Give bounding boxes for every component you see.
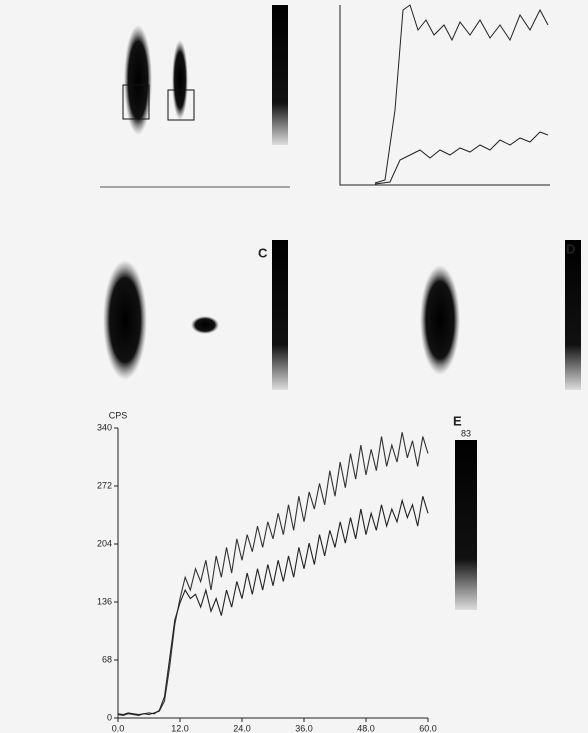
y-tick-label: 0 <box>107 712 112 722</box>
y-tick-label: 272 <box>97 480 112 490</box>
data-line <box>117 496 429 716</box>
panel-label: C <box>258 245 268 260</box>
y-tick-label: 136 <box>97 596 112 606</box>
panel-d: D <box>420 240 581 390</box>
scale-label: 83 <box>461 428 471 438</box>
x-tick-label: 60.0 <box>419 723 437 733</box>
scale-bar <box>455 440 477 610</box>
x-tick-label: 0.0 <box>112 723 125 733</box>
panel-label: D <box>566 241 575 256</box>
panel-b <box>339 4 550 186</box>
y-tick-label: 340 <box>97 422 112 432</box>
x-tick-label: 36.0 <box>295 723 313 733</box>
panel-label: E <box>453 413 462 428</box>
panel-a <box>100 5 290 188</box>
y-tick-label: 68 <box>102 654 112 664</box>
y-tick-label: 204 <box>97 538 112 548</box>
x-tick-label: 24.0 <box>233 723 251 733</box>
panel-c: C <box>103 240 288 390</box>
axis-title: CPS <box>109 410 128 420</box>
x-tick-label: 48.0 <box>357 723 375 733</box>
chart-e: 0 68 136 204 272 340 0.0 12.0 24.0 36.0 48.0 60.0 <box>97 422 437 733</box>
x-tick-label: 12.0 <box>171 723 189 733</box>
data-line <box>117 432 429 717</box>
